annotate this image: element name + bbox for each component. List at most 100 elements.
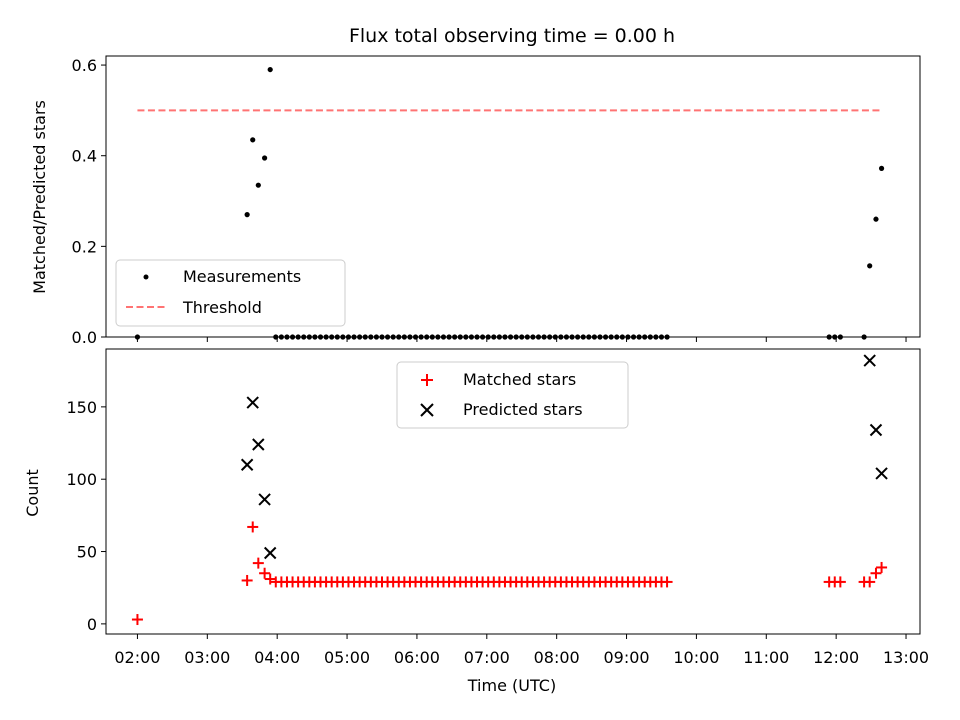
bottom-x-tick-label: 06:00 — [394, 648, 440, 667]
bottom-x-tick-label: 02:00 — [114, 648, 160, 667]
measurement-point — [575, 334, 581, 340]
measurement-point — [867, 263, 873, 269]
measurement-point — [485, 334, 491, 340]
measurement-point — [502, 334, 508, 340]
top-y-tick-label: 0.4 — [72, 147, 97, 166]
matched-star-point — [876, 561, 888, 573]
measurement-point — [295, 334, 301, 340]
x-axis-label: Time (UTC) — [467, 676, 556, 695]
measurement-point — [278, 334, 284, 340]
measurement-point — [373, 334, 380, 340]
measurement-point — [586, 334, 592, 340]
measurement-point — [569, 334, 575, 340]
bottom-x-tick-label: 13:00 — [883, 648, 929, 667]
predicted-star-point — [869, 423, 883, 437]
matched-star-point — [264, 573, 276, 585]
measurement-point — [463, 334, 469, 340]
bottom-x-tick-label: 04:00 — [254, 648, 300, 667]
bottom-y-tick-label: 50 — [77, 543, 97, 562]
matched-star-point — [241, 574, 253, 586]
measurement-point — [642, 334, 648, 340]
measurement-point — [407, 334, 413, 340]
measurement-point — [289, 334, 296, 340]
predicted-star-point — [863, 354, 876, 367]
matched-star-point — [834, 576, 846, 588]
measurement-point — [647, 334, 653, 340]
bottom-y-tick-label: 150 — [66, 398, 97, 417]
measurement-point — [861, 334, 867, 340]
measurement-point — [418, 334, 424, 340]
bottom-x-tick-label: 03:00 — [184, 648, 230, 667]
matched-star-point — [259, 567, 271, 579]
measurement-point — [507, 334, 514, 340]
measurement-point — [625, 334, 631, 340]
matched-star-point — [247, 521, 259, 533]
measurement-point — [636, 334, 642, 340]
measurement-point — [513, 334, 519, 340]
measurement-point — [541, 334, 547, 340]
measurement-point — [452, 334, 458, 340]
bottom-x-tick-label: 09:00 — [603, 648, 649, 667]
measurement-point — [491, 334, 497, 340]
measurement-point — [873, 216, 879, 222]
top-y-tick-label: 0.6 — [72, 56, 97, 75]
measurement-point — [429, 334, 435, 340]
measurement-point — [424, 334, 430, 340]
measurement-point — [474, 334, 480, 340]
measurement-point — [412, 334, 419, 340]
top-panel: 0.0 0.2 0.4 0.6 — [72, 55, 921, 347]
legend-predicted-marker — [420, 403, 434, 417]
measurement-point — [597, 334, 603, 340]
measurement-point — [435, 334, 441, 340]
measurement-point — [306, 334, 312, 340]
measurement-point — [301, 334, 307, 340]
bottom-x-tick-label: 12:00 — [813, 648, 859, 667]
measurement-point — [658, 334, 665, 340]
measurement-point — [255, 182, 261, 188]
measurement-point — [362, 334, 368, 340]
predicted-star-point — [252, 438, 265, 451]
predicted-star-point — [240, 458, 254, 471]
measurement-point — [334, 334, 340, 340]
measurement-point — [323, 334, 329, 340]
measurement-point — [384, 334, 391, 340]
legend-matched-label: Matched stars — [463, 370, 576, 389]
measurement-point — [317, 334, 324, 340]
legend-measurements-marker — [143, 274, 149, 280]
bottom-panel: 0 50 100 150 02:00 03:00 04:00 05:00 06:00 07:00 0… — [66, 348, 929, 667]
measurement-point — [357, 334, 363, 340]
measurement-point — [496, 334, 502, 340]
measurement-point — [351, 334, 357, 340]
bottom-y-tick-label: 100 — [66, 470, 97, 489]
matched-star-point — [252, 557, 264, 569]
measurement-point — [284, 334, 290, 340]
measurement-point — [547, 334, 553, 340]
measurement-point — [134, 334, 141, 340]
legend-predicted-label: Predicted stars — [463, 400, 583, 419]
legend-threshold-label: Threshold — [182, 298, 262, 317]
measurement-point — [312, 334, 318, 340]
top-legend-frame — [115, 259, 346, 327]
measurement-point — [262, 155, 268, 161]
measurement-point — [457, 334, 463, 340]
bottom-x-tick-label: 08:00 — [534, 648, 580, 667]
measurement-point — [552, 334, 558, 340]
chart-title: Flux total observing time = 0.00 h — [349, 25, 675, 47]
measurement-point — [267, 66, 273, 73]
measurement-point — [878, 165, 885, 171]
measurement-point — [396, 334, 402, 340]
bottom-legend: Matched stars Predicted stars — [396, 361, 629, 429]
measurement-point — [558, 334, 564, 340]
bottom-x-tick-label: 05:00 — [324, 648, 370, 667]
measurement-point — [563, 334, 570, 340]
measurement-point — [273, 334, 279, 340]
measurement-point — [368, 334, 374, 340]
measurement-point — [340, 334, 346, 340]
top-y-tick-label: 0.2 — [72, 237, 97, 256]
measurement-point — [837, 334, 843, 340]
predicted-star-point — [263, 546, 277, 560]
measurement-point — [329, 334, 335, 340]
predicted-star-point — [875, 467, 888, 480]
measurement-point — [630, 334, 637, 340]
